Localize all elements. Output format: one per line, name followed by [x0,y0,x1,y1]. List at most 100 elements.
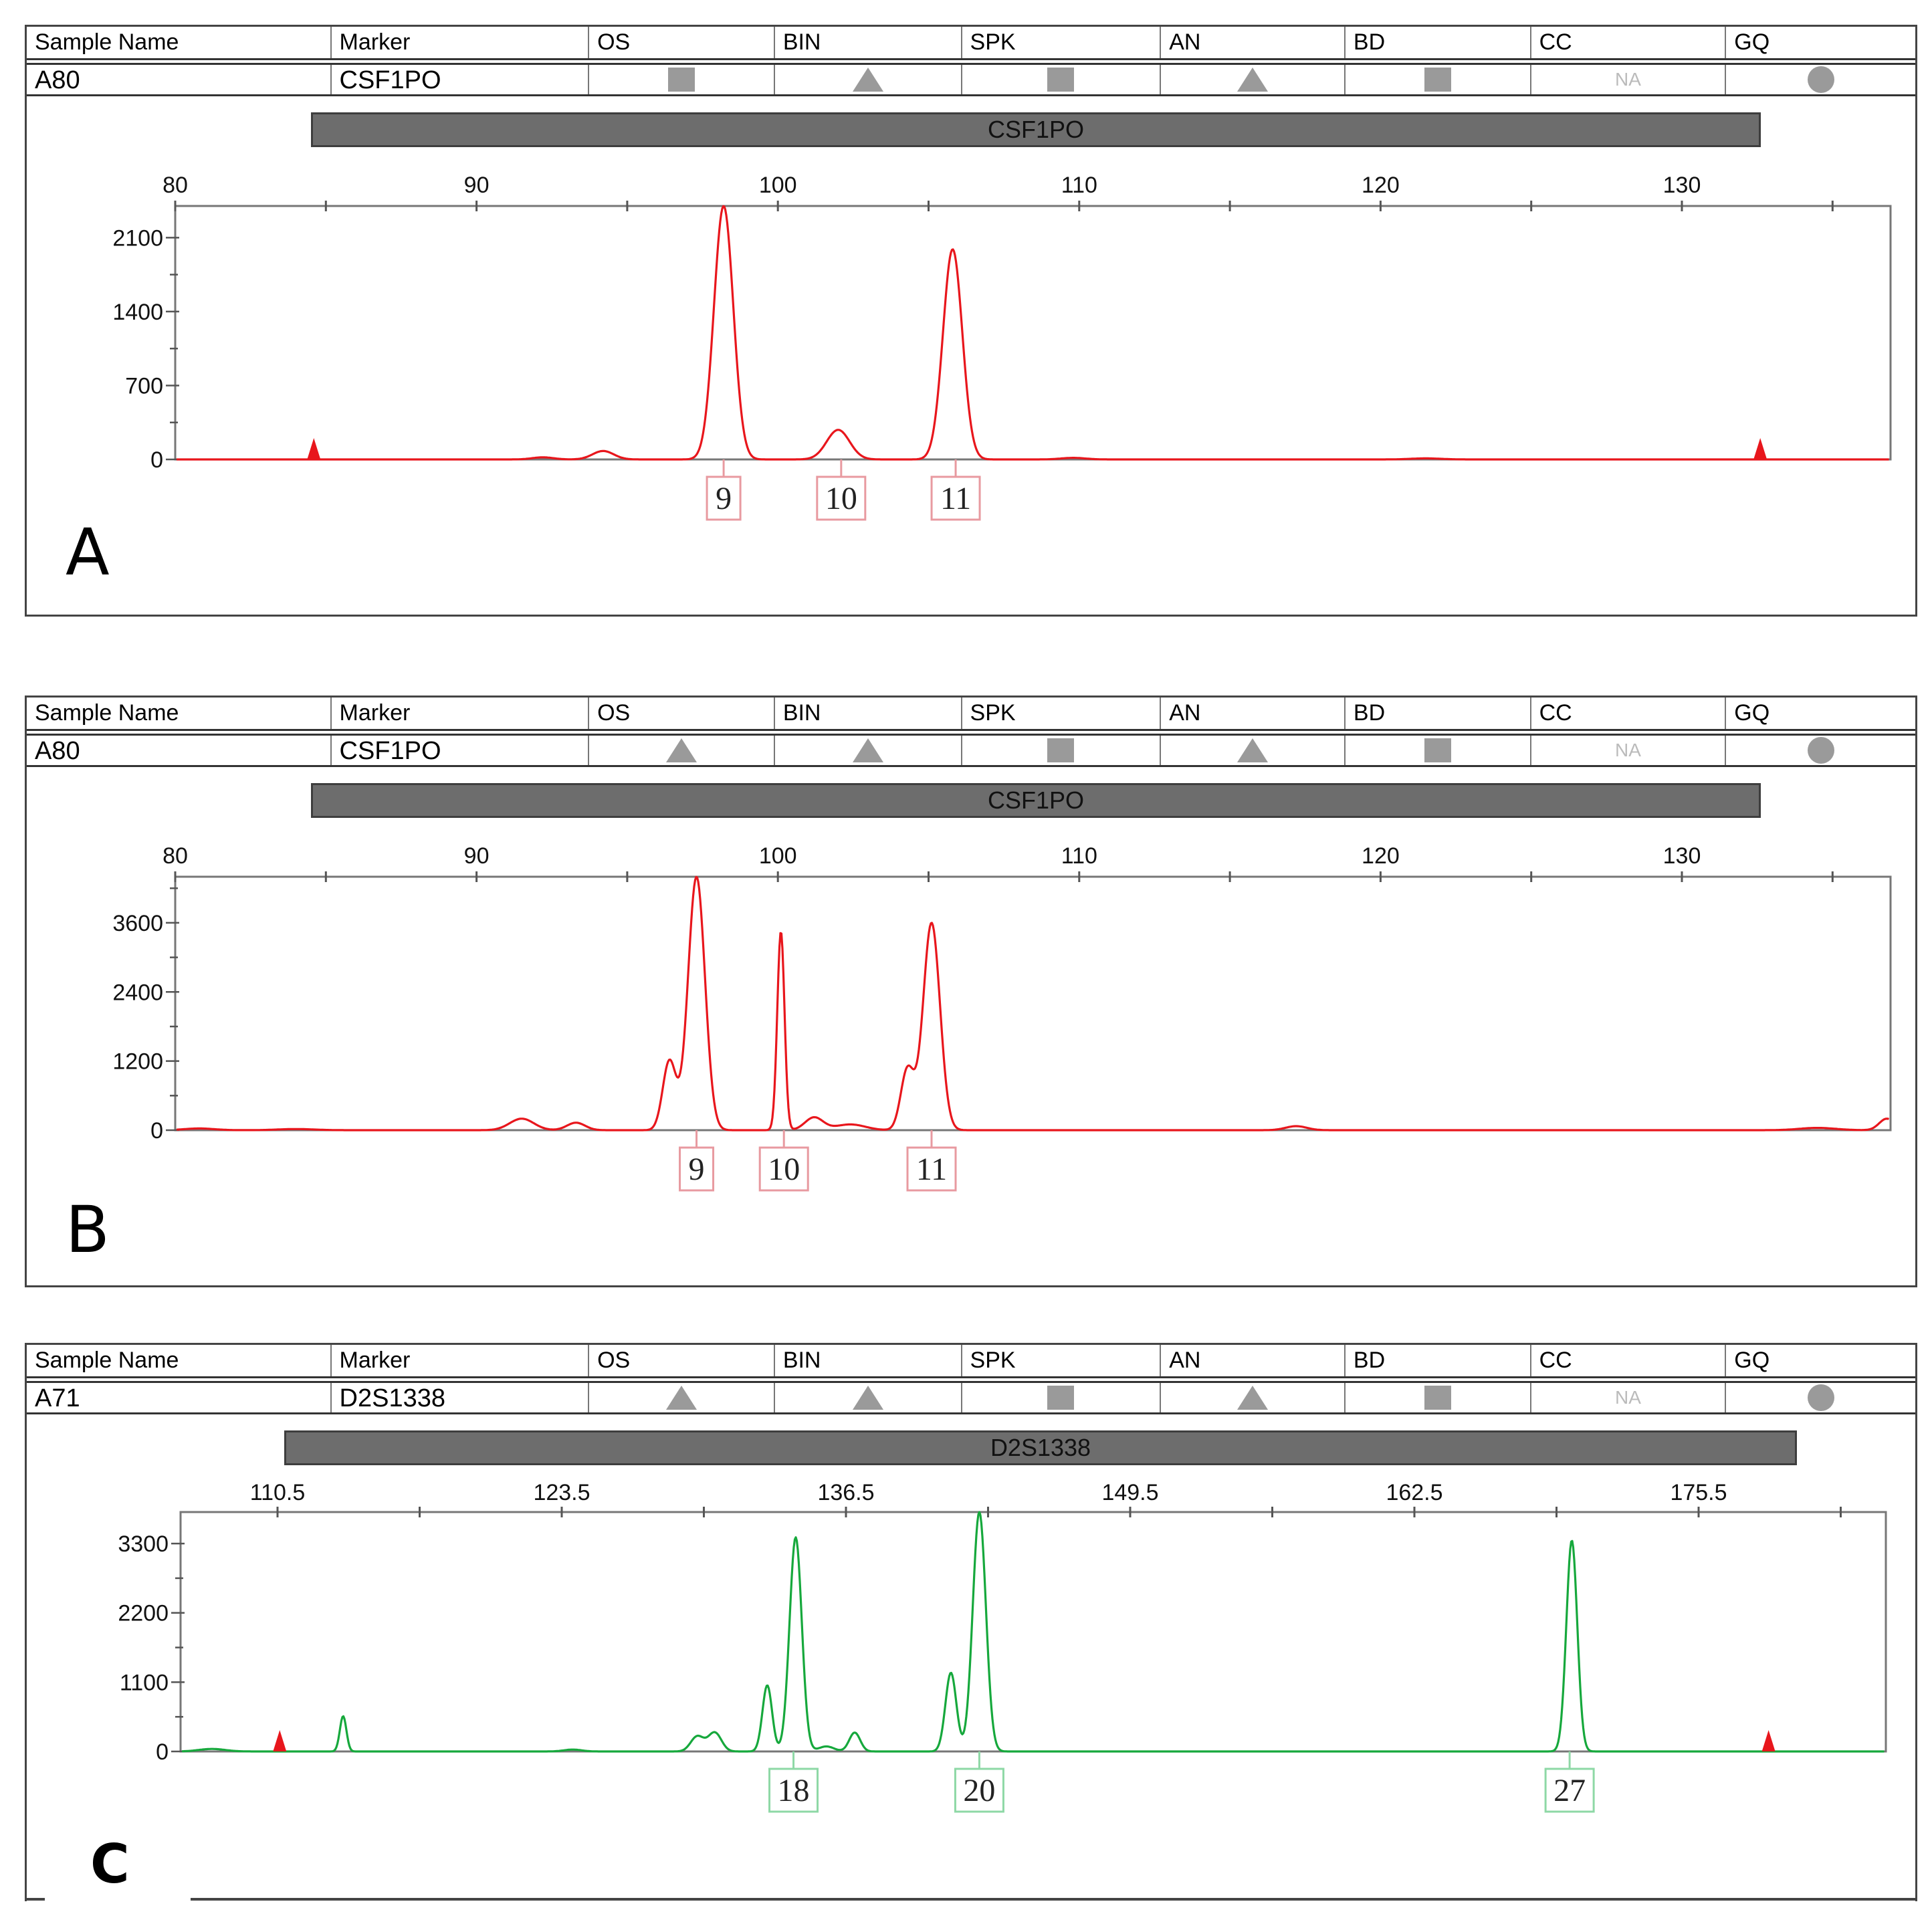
an-triangle-icon [1237,738,1269,762]
col-bd: BD [1346,1345,1531,1376]
x-tick-label: 90 [464,843,490,869]
col-cc: CC [1531,1345,1727,1376]
sample-name-value: A80 [27,736,332,765]
an-triangle-icon [1237,68,1269,92]
cc-na-text: NA [1615,69,1641,90]
marker-range-bar[interactable]: D2S1338 [284,1430,1797,1465]
col-spk: SPK [962,27,1162,58]
col-cc: CC [1531,27,1727,58]
signal-trace [181,1511,1885,1753]
electropherogram-plot-b: 80 90 100 110 120 130 0 1200 2400 3600 9 10 11 [112,843,1892,1192]
y-tick-label: 700 [125,373,163,399]
allele-call-box [816,475,867,521]
col-an: AN [1161,27,1346,58]
cc-na-text: NA [1615,1387,1641,1408]
sample-name-value: A80 [27,65,332,94]
y-tick-label: 1200 [112,1049,163,1075]
y-tick-label: 2200 [118,1601,169,1626]
allele-call-label: 11 [940,481,971,516]
x-tick-label: 123.5 [533,1480,590,1505]
x-tick-label: 110 [1061,843,1097,869]
size-standard-mark [307,438,321,459]
os-triangle-icon [665,1386,697,1410]
sample-row[interactable]: A80 CSF1PO NA [27,734,1915,767]
size-standard-mark [1753,438,1767,459]
allele-call-box [768,1768,819,1813]
header-row: Sample Name Marker OS BIN SPK AN BD CC G… [27,698,1915,731]
x-tick-label: 80 [163,173,188,198]
x-tick-label: 130 [1663,843,1701,869]
marker-value: CSF1PO [332,65,590,94]
allele-call-label: 11 [916,1152,947,1187]
panel-c-border-left [25,1898,45,1901]
col-spk: SPK [962,698,1162,729]
allele-call-label: 10 [825,481,857,516]
allele-call-box [930,475,981,521]
y-tick-label: 0 [156,1739,169,1765]
electropherogram-panel-c: Sample Name Marker OS BIN SPK AN BD CC G… [25,1343,1917,1901]
x-tick-label: 100 [759,173,797,198]
col-cc: CC [1531,698,1727,729]
x-tick-label: 110.5 [250,1480,306,1505]
plot-frame [179,1511,1887,1753]
spk-square-icon [1047,68,1075,92]
marker-value: CSF1PO [332,736,590,765]
col-an: AN [1161,1345,1346,1376]
marker-value: D2S1338 [332,1383,590,1412]
col-sample-name: Sample Name [27,698,332,729]
col-marker: Marker [332,27,590,58]
header-row: Sample Name Marker OS BIN SPK AN BD CC G… [27,1345,1915,1378]
sample-row[interactable]: A71 D2S1338 NA [27,1381,1915,1414]
col-bd: BD [1346,27,1531,58]
electropherogram-panel-a: Sample Name Marker OS BIN SPK AN BD CC G… [25,25,1917,617]
col-os: OS [589,698,775,729]
x-tick-label: 130 [1663,173,1701,198]
allele-call-label: 18 [778,1773,810,1808]
allele-call-box [758,1146,809,1192]
col-marker: Marker [332,1345,590,1376]
os-square-icon [667,68,695,92]
panel-label-a: A [66,515,110,590]
x-tick-label: 110 [1061,173,1097,198]
x-tick-label: 80 [163,843,188,869]
col-bin: BIN [775,1345,962,1376]
panel-label-c: C [90,1833,130,1895]
col-bd: BD [1346,698,1531,729]
gq-circle-icon [1807,66,1834,93]
bd-square-icon [1424,1386,1451,1410]
col-sample-name: Sample Name [27,27,332,58]
x-tick-label: 100 [759,843,797,869]
col-gq: GQ [1734,1348,1770,1373]
electropherogram-plot-a: 80 90 100 110 120 130 0 700 1400 2100 9 10 11 [112,173,1892,521]
allele-call-box [706,475,742,521]
cc-na-text: NA [1615,740,1641,760]
col-marker: Marker [332,698,590,729]
x-tick-label: 120 [1362,843,1400,869]
y-tick-label: 3600 [112,911,163,936]
allele-call-label: 9 [689,1152,705,1187]
spk-square-icon [1047,1386,1075,1410]
allele-call-label: 9 [716,481,732,516]
size-standard-mark [273,1730,287,1751]
allele-call-box [906,1146,957,1192]
electropherogram-plot-c: 110.5 123.5 136.5 149.5 162.5 175.5 0 1100 2200 3… [118,1480,1887,1813]
an-triangle-icon [1237,1386,1269,1410]
allele-call-box [954,1768,1004,1813]
signal-trace [176,205,1889,461]
x-tick-label: 120 [1362,173,1400,198]
col-os: OS [589,27,775,58]
gq-circle-icon [1807,1384,1834,1411]
marker-range-bar[interactable]: CSF1PO [311,783,1761,818]
marker-range-bar[interactable]: CSF1PO [311,112,1761,147]
spk-square-icon [1047,738,1075,762]
col-os: OS [589,1345,775,1376]
bd-square-icon [1424,738,1451,762]
allele-call-box [679,1146,715,1192]
signal-trace [176,875,1890,1132]
x-tick-label: 175.5 [1670,1480,1727,1505]
allele-call-box [1544,1768,1595,1813]
y-tick-label: 1400 [112,300,163,325]
allele-call-label: 20 [963,1773,995,1808]
sample-row[interactable]: A80 CSF1PO NA [27,63,1915,96]
plot-frame [174,875,1892,1132]
